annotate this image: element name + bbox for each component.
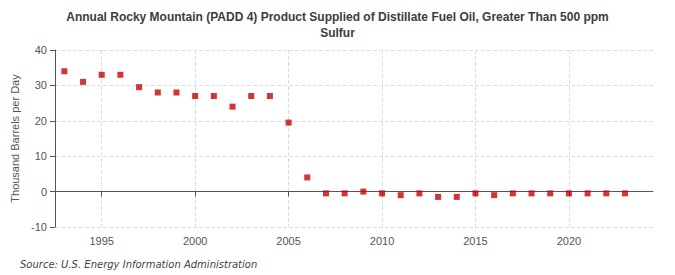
svg-text:Annual Rocky Mountain (PADD 4): Annual Rocky Mountain (PADD 4) Product S… [66,10,609,24]
svg-text:0: 0 [41,186,47,198]
svg-text:40: 40 [35,44,47,56]
svg-text:2005: 2005 [276,235,300,247]
svg-text:1995: 1995 [89,235,113,247]
svg-text:20: 20 [35,115,47,127]
svg-text:Thousand Barrels per Day: Thousand Barrels per Day [9,74,21,203]
svg-text:2020: 2020 [557,235,581,247]
svg-text:-10: -10 [31,221,47,233]
svg-text:Sulfur: Sulfur [320,26,355,40]
svg-text:30: 30 [35,79,47,91]
svg-text:Source: U.S. Energy Informatio: Source: U.S. Energy Information Administ… [20,259,257,270]
svg-text:2000: 2000 [183,235,207,247]
svg-text:10: 10 [35,150,47,162]
svg-text:2010: 2010 [370,235,394,247]
svg-text:2015: 2015 [463,235,487,247]
